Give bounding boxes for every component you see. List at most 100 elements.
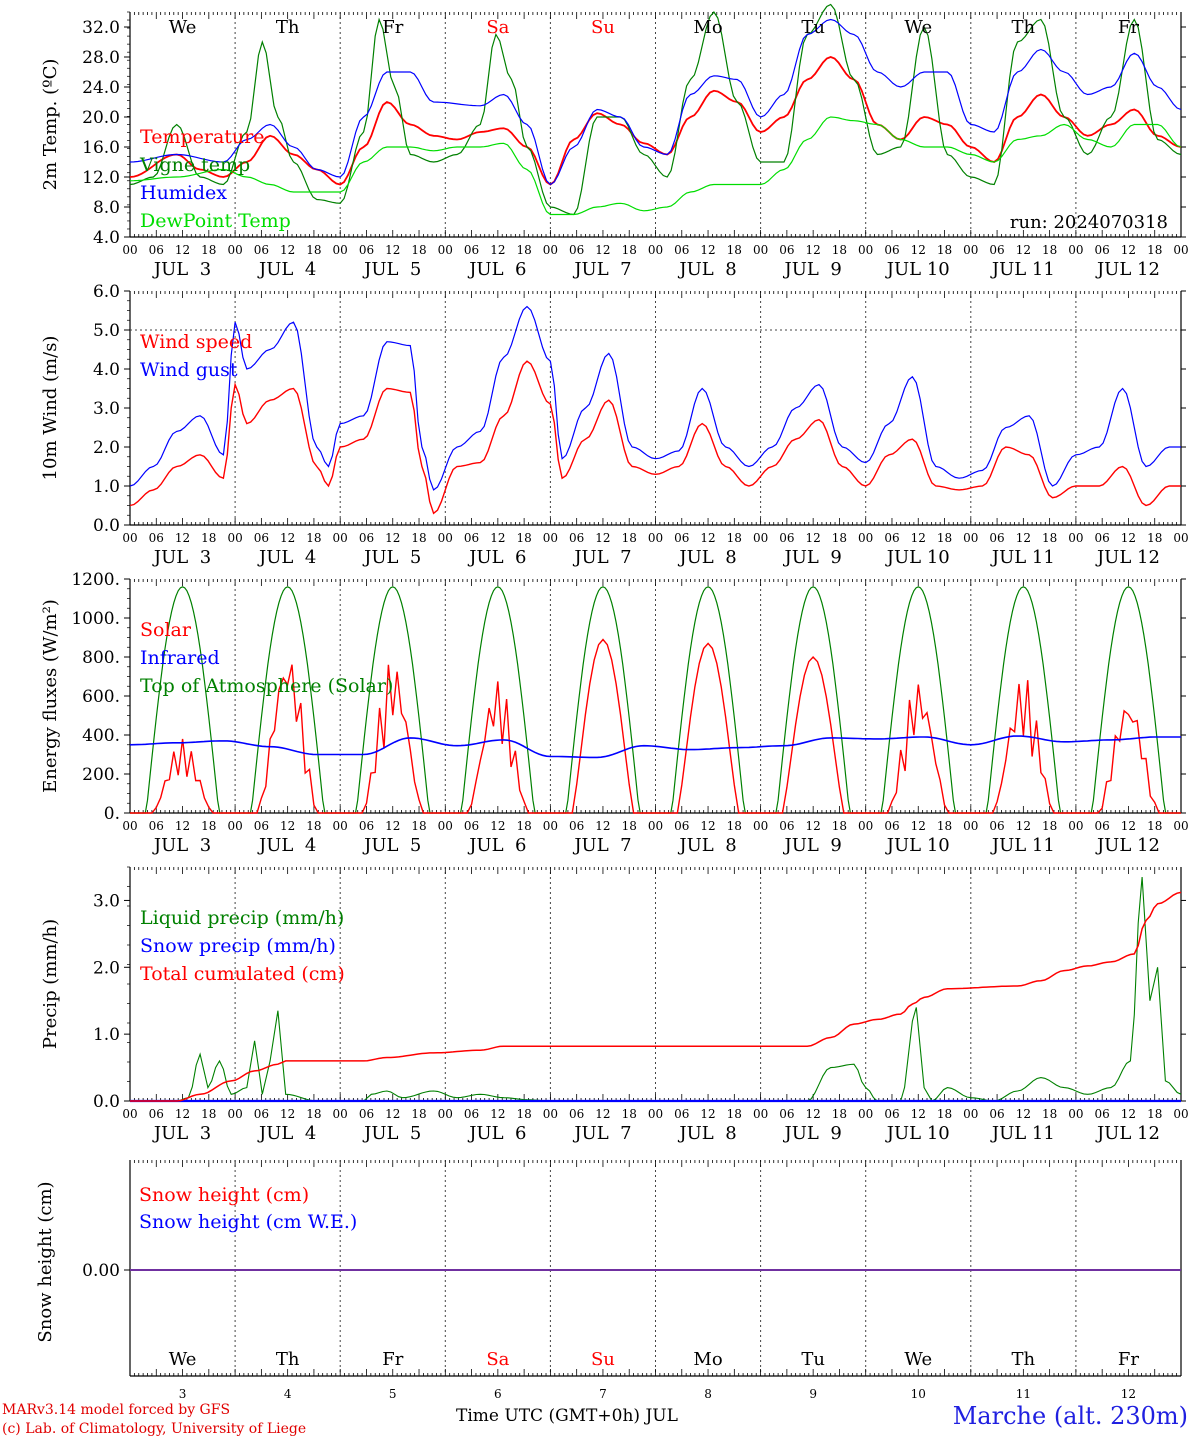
hour-tick-label: 00 [648, 531, 663, 545]
y-tick-label: 2.0 [93, 438, 120, 458]
date-label: JUL 5 [362, 259, 421, 280]
hour-tick-label: 12 [1121, 1107, 1136, 1121]
date-label: JUL 5 [362, 835, 421, 856]
day-name-Th: Th [276, 1349, 300, 1370]
day-name-We: We [169, 1349, 197, 1370]
hour-tick-label: 12 [175, 531, 190, 545]
hour-tick-label: 18 [516, 531, 531, 545]
y-tick-label: 3.0 [93, 399, 120, 419]
series-wind-speed [129, 360, 1181, 515]
y-tick-label: 0.0 [93, 516, 120, 536]
hour-tick-label: 18 [306, 819, 321, 833]
hour-tick-label: 00 [227, 243, 242, 257]
hour-tick-label: 06 [149, 243, 164, 257]
date-label: JUL 11 [990, 1123, 1055, 1144]
hour-tick-label: 12 [1016, 531, 1031, 545]
day-name-Tu: Tu [801, 17, 825, 38]
hour-tick-label: 18 [1147, 819, 1162, 833]
hour-tick-label: 18 [516, 243, 531, 257]
hour-tick-label: 18 [832, 531, 847, 545]
hour-tick-label: 06 [569, 819, 584, 833]
legend-wind-gust: Wind gust [140, 359, 238, 381]
hour-tick-label: 12 [1016, 1107, 1031, 1121]
y-tick-label: 16.0 [82, 138, 120, 158]
hour-tick-label: 18 [306, 1107, 321, 1121]
hour-tick-label: 12 [806, 243, 821, 257]
hour-tick-label: 00 [438, 531, 453, 545]
hour-tick-label: 06 [779, 819, 794, 833]
hour-tick-label: 18 [201, 819, 216, 833]
hour-tick-label: 00 [543, 819, 558, 833]
hour-tick-label: 18 [622, 243, 637, 257]
hour-tick-label: 06 [989, 819, 1004, 833]
date-label: JUL 8 [677, 1123, 736, 1144]
hour-tick-label: 18 [622, 819, 637, 833]
hour-tick-label: 00 [858, 1107, 873, 1121]
hour-tick-label: 06 [254, 243, 269, 257]
series-humidex [129, 18, 1182, 186]
hour-tick-label: 18 [937, 1107, 952, 1121]
date-label: JUL 12 [1095, 259, 1160, 280]
day-name-We: We [169, 17, 197, 38]
hour-tick-label: 00 [648, 1107, 663, 1121]
y-tick-label: 3.0 [93, 891, 120, 911]
hour-tick-label: 06 [674, 531, 689, 545]
date-label: JUL 8 [677, 547, 736, 568]
y-tick-label: 400. [82, 726, 120, 746]
y-axis-label: Precip (mm/h) [40, 919, 61, 1049]
date-label: JUL 11 [990, 259, 1055, 280]
hour-tick-label: 06 [569, 531, 584, 545]
hour-tick-label: 18 [832, 819, 847, 833]
day-name-Mo: Mo [693, 1349, 722, 1370]
legend-temperature: Temperature [140, 126, 264, 148]
legend-total-cumulated-cm: Total cumulated (cm) [140, 963, 345, 985]
y-axis-label: Energy fluxes (W/m²) [40, 599, 61, 793]
date-label: JUL 4 [257, 547, 316, 568]
hour-tick-label: 18 [411, 819, 426, 833]
model-credit: MARv3.14 model forced by GFS [2, 1402, 231, 1418]
hour-tick-label: 06 [674, 819, 689, 833]
hour-tick-label: 00 [333, 1107, 348, 1121]
hour-tick-label: 06 [884, 243, 899, 257]
date-label: JUL 5 [362, 1123, 421, 1144]
date-label: JUL 3 [152, 835, 211, 856]
hour-tick-label: 06 [254, 1107, 269, 1121]
date-label: JUL 9 [783, 1123, 842, 1144]
hour-tick-label: 06 [674, 1107, 689, 1121]
legend-snow-height-cm: Snow height (cm) [139, 1184, 309, 1206]
y-tick-label: 1200. [71, 570, 120, 590]
hour-tick-label: 00 [753, 243, 768, 257]
hour-tick-label: 12 [280, 819, 295, 833]
day-name-Th: Th [276, 17, 300, 38]
day-number-label: 8 [704, 1387, 712, 1401]
hour-tick-label: 12 [1016, 243, 1031, 257]
hour-tick-label: 18 [1147, 531, 1162, 545]
hour-tick-label: 00 [438, 819, 453, 833]
day-number-label: 4 [284, 1387, 292, 1401]
hour-tick-label: 18 [516, 819, 531, 833]
date-label: JUL 7 [572, 1123, 631, 1144]
hour-tick-label: 06 [989, 531, 1004, 545]
hour-tick-label: 12 [175, 1107, 190, 1121]
day-name-Mo: Mo [693, 17, 722, 38]
hour-tick-label: 12 [490, 819, 505, 833]
day-number-label: 7 [599, 1387, 607, 1401]
date-label: JUL 10 [885, 835, 950, 856]
date-label: JUL 4 [257, 1123, 316, 1144]
date-label: JUL 3 [152, 1123, 211, 1144]
day-name-Th: Th [1012, 1349, 1036, 1370]
y-tick-label: 1.0 [93, 477, 120, 497]
hour-tick-label: 00 [543, 1107, 558, 1121]
hour-tick-label: 12 [595, 243, 610, 257]
hour-tick-label: 18 [1042, 1107, 1057, 1121]
legend-snow-height-cm-w-e: Snow height (cm W.E.) [139, 1211, 357, 1233]
hour-tick-label: 12 [806, 819, 821, 833]
legend-wind-speed: Wind speed [140, 331, 252, 353]
y-tick-label: 800. [82, 648, 120, 668]
hour-tick-label: 00 [858, 243, 873, 257]
day-number-label: 3 [179, 1387, 187, 1401]
hour-tick-label: 12 [700, 1107, 715, 1121]
date-label: JUL 3 [152, 547, 211, 568]
y-tick-label: 8.0 [93, 198, 120, 218]
y-axis-label: 10m Wind (m/s) [40, 336, 61, 481]
